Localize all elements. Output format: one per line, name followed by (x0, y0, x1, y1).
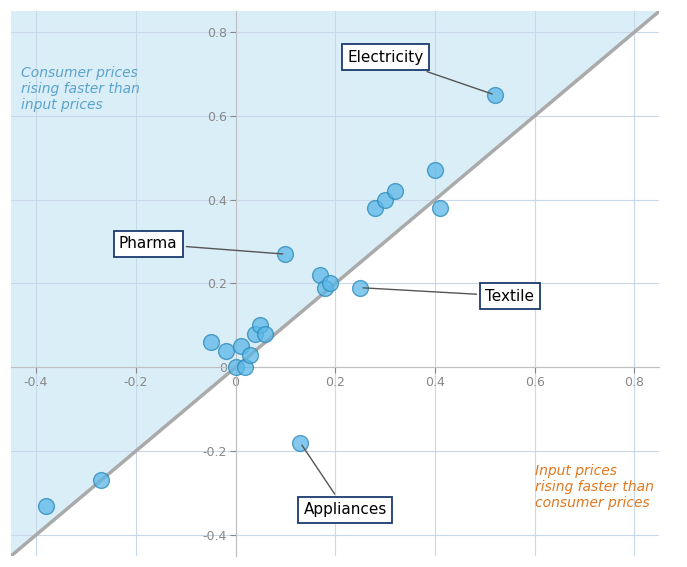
Point (205, 337, 216, 346)
Point (429, 166, 440, 175)
Point (220, 346, 231, 355)
Point (41, 501, 52, 510)
Polygon shape (11, 11, 660, 556)
Point (95, 476, 106, 485)
Point (245, 350, 256, 359)
Text: Electricity: Electricity (347, 50, 492, 94)
Text: Consumer prices
rising faster than
input prices: Consumer prices rising faster than input… (21, 66, 140, 112)
Point (390, 187, 401, 196)
Text: Textile: Textile (363, 288, 534, 303)
Point (260, 329, 271, 338)
Point (280, 249, 291, 259)
Point (434, 204, 445, 213)
Point (380, 195, 391, 204)
Point (354, 283, 365, 292)
Point (370, 204, 381, 213)
Point (240, 363, 251, 372)
Point (295, 438, 306, 447)
Point (235, 342, 246, 351)
Point (230, 363, 241, 372)
Point (489, 90, 500, 99)
Text: Pharma: Pharma (119, 236, 282, 254)
Point (315, 270, 326, 280)
Point (325, 279, 336, 288)
Point (319, 283, 330, 292)
Point (250, 329, 261, 338)
Text: Appliances: Appliances (302, 445, 387, 517)
Text: Input prices
rising faster than
consumer prices: Input prices rising faster than consumer… (534, 464, 653, 510)
Point (255, 321, 266, 330)
